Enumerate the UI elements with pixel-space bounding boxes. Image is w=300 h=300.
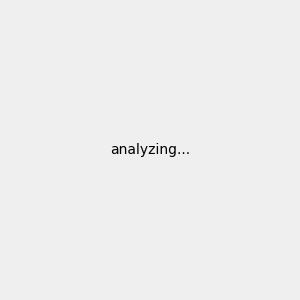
Text: analyzing...: analyzing... bbox=[110, 143, 190, 157]
